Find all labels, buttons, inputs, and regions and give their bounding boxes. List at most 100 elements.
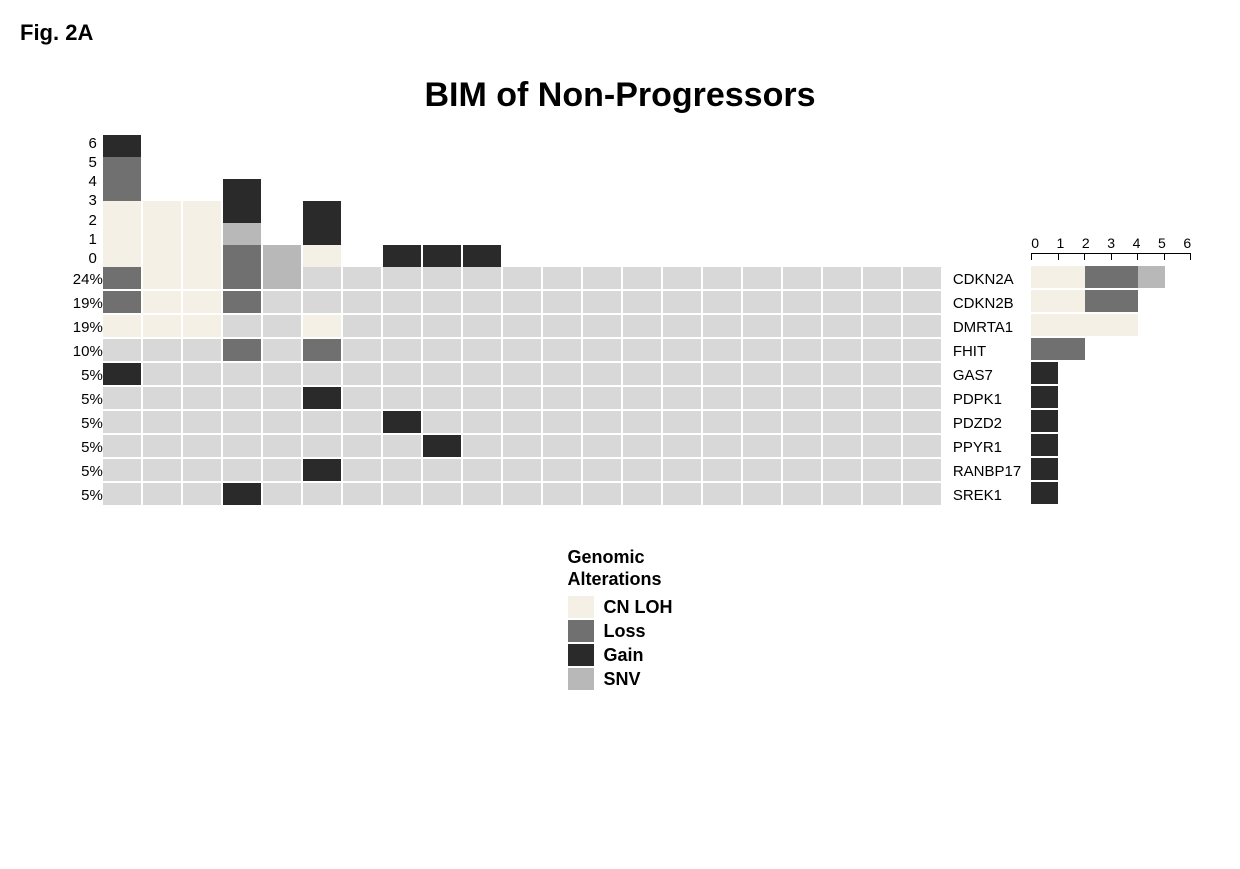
right-axis-tick xyxy=(1137,254,1138,260)
heatmap-cell xyxy=(823,411,861,433)
top-axis-tick: 5 xyxy=(88,154,96,171)
heatmap-cell xyxy=(703,339,741,361)
top-bar-column xyxy=(663,135,701,267)
heatmap-cell xyxy=(343,435,381,457)
top-bar-column xyxy=(383,135,421,267)
heatmap-cell xyxy=(183,411,221,433)
heatmap-cell xyxy=(663,339,701,361)
heatmap-cell xyxy=(263,363,301,385)
heatmap-cell xyxy=(823,291,861,313)
heatmap-cell xyxy=(783,387,821,409)
heatmap-cell xyxy=(103,267,141,289)
right-bar-row xyxy=(1031,338,1191,360)
gene-label: SREK1 xyxy=(953,483,1021,507)
top-bar-column xyxy=(743,135,781,267)
top-bar-segment xyxy=(423,245,461,267)
heatmap-cell xyxy=(143,315,181,337)
left-column: 6543210 24%19%19%10%5%5%5%5%5%5% xyxy=(49,135,943,507)
heatmap-cell xyxy=(623,267,661,289)
top-bar-column xyxy=(183,135,221,267)
right-bar-row xyxy=(1031,290,1191,312)
top-bar-segment xyxy=(383,245,421,267)
heatmap-cell xyxy=(463,363,501,385)
heatmap-cell xyxy=(783,483,821,505)
heatmap-cell xyxy=(303,483,341,505)
heatmap-cell xyxy=(543,363,581,385)
heatmap-cell xyxy=(543,411,581,433)
heatmap-cell xyxy=(463,339,501,361)
heatmap-cell xyxy=(743,267,781,289)
heatmap-cell xyxy=(703,459,741,481)
top-bar-column xyxy=(863,135,901,267)
heatmap-cell xyxy=(183,315,221,337)
heatmap-cell xyxy=(743,315,781,337)
heatmap-cell xyxy=(863,411,901,433)
heatmap-cell xyxy=(143,411,181,433)
top-bar-column xyxy=(423,135,461,267)
gene-label: RANBP17 xyxy=(953,459,1021,483)
heatmap-cell xyxy=(223,435,261,457)
chart-container: BIM of Non-Progressors 6543210 24%19%19%… xyxy=(20,76,1220,692)
heatmap-cell xyxy=(103,363,141,385)
right-bar-row xyxy=(1031,482,1191,504)
heatmap-cell xyxy=(663,387,701,409)
heatmap-cell xyxy=(343,411,381,433)
heatmap-cell xyxy=(823,483,861,505)
heatmap-cell xyxy=(103,387,141,409)
heatmap-cell xyxy=(423,483,461,505)
heatmap-cell xyxy=(503,291,541,313)
percent-label: 5% xyxy=(81,363,103,387)
heatmap-cell xyxy=(343,315,381,337)
heatmap-cell xyxy=(663,411,701,433)
right-bar-row xyxy=(1031,266,1191,288)
heatmap-cell xyxy=(583,291,621,313)
heatmap-cell xyxy=(343,459,381,481)
right-bar-area: 0123456 xyxy=(1031,135,1191,506)
heatmap-cell xyxy=(543,459,581,481)
heatmap-cell xyxy=(303,459,341,481)
spacer xyxy=(1031,135,1191,235)
right-axis-tick xyxy=(1164,254,1165,260)
right-axis-tick xyxy=(1084,254,1085,260)
gene-label: PDZD2 xyxy=(953,411,1021,435)
right-axis-tick xyxy=(1031,254,1032,260)
legend-item: Gain xyxy=(568,644,673,666)
gene-label: PDPK1 xyxy=(953,387,1021,411)
legend-item: CN LOH xyxy=(568,596,673,618)
heatmap-cell xyxy=(463,267,501,289)
heatmap-cell xyxy=(343,363,381,385)
heatmap-cell xyxy=(303,315,341,337)
heatmap-cell xyxy=(863,267,901,289)
heatmap-row xyxy=(103,387,943,409)
percent-label: 5% xyxy=(81,387,103,411)
legend-swatch xyxy=(568,644,594,666)
heatmap-cell xyxy=(543,483,581,505)
heatmap-row xyxy=(103,291,943,313)
top-bar-segment xyxy=(463,245,501,267)
heatmap-row xyxy=(103,435,943,457)
heatmap-cell xyxy=(263,267,301,289)
percent-label: 19% xyxy=(73,315,103,339)
heatmap-row xyxy=(103,459,943,481)
heatmap-cell xyxy=(783,435,821,457)
heatmap-cell xyxy=(823,387,861,409)
top-bar-column xyxy=(303,135,341,267)
heatmap-cell xyxy=(543,267,581,289)
heatmap-cell xyxy=(103,483,141,505)
heatmap-cell xyxy=(663,435,701,457)
heatmap-cell xyxy=(223,339,261,361)
percent-label: 5% xyxy=(81,411,103,435)
right-stacked-bars xyxy=(1031,266,1191,506)
heatmap-cell xyxy=(743,459,781,481)
heatmap-cell xyxy=(183,339,221,361)
right-axis-ticks xyxy=(1031,253,1191,262)
heatmap-cell xyxy=(503,315,541,337)
heatmap-row xyxy=(103,483,943,505)
heatmap-cell xyxy=(903,411,941,433)
legend-swatch xyxy=(568,596,594,618)
top-bar-column xyxy=(463,135,501,267)
heatmap-cell xyxy=(663,315,701,337)
heatmap-cell xyxy=(503,483,541,505)
heatmap-cell xyxy=(183,291,221,313)
heatmap-cell xyxy=(583,411,621,433)
